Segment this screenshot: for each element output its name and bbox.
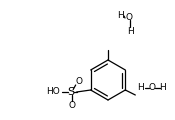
Text: O: O xyxy=(125,14,132,23)
Text: HO: HO xyxy=(46,87,60,96)
Text: H: H xyxy=(117,12,123,21)
Text: H: H xyxy=(138,84,144,93)
Text: S: S xyxy=(67,87,74,97)
Text: H: H xyxy=(127,27,133,36)
Text: H: H xyxy=(160,84,166,93)
Text: O: O xyxy=(68,102,75,111)
Text: O: O xyxy=(149,84,156,93)
Text: O: O xyxy=(75,78,82,87)
